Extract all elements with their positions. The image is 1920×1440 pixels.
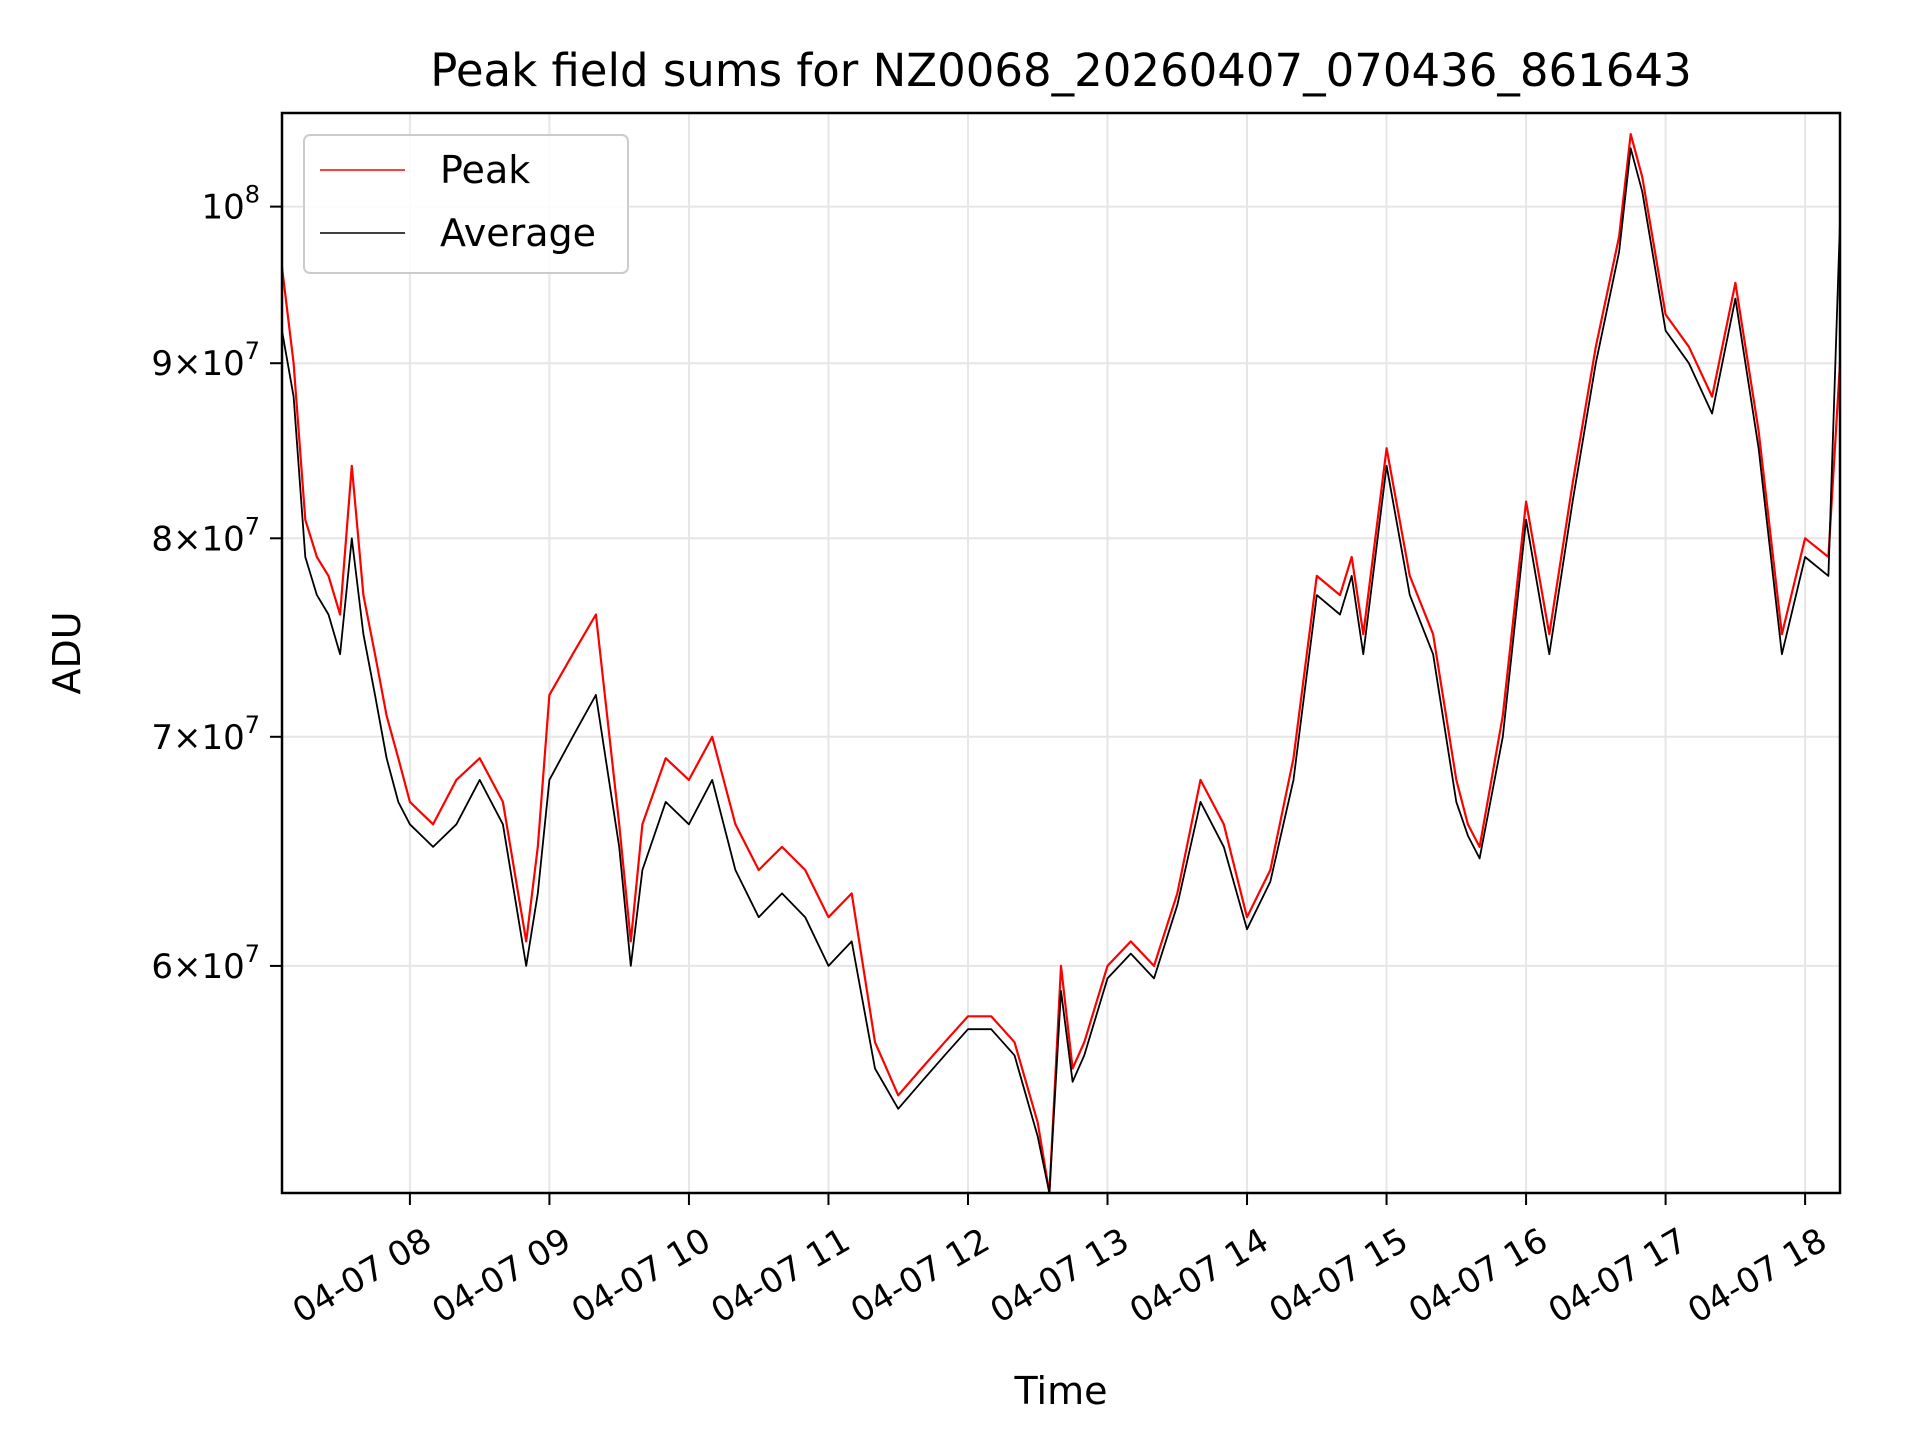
plot-series	[280, 133, 1842, 1195]
series-line-peak	[280, 133, 1842, 1195]
series-line-average	[281, 147, 1841, 1194]
y-axis-label: ADU	[45, 611, 89, 694]
legend: Peak Average	[303, 134, 629, 274]
y-axis: 6×107 7×107 8×107 9×107 108	[151, 181, 282, 987]
x-axis-label: Time	[1014, 1369, 1108, 1413]
legend-label-peak: Peak	[440, 148, 530, 192]
legend-label-average: Average	[440, 211, 596, 255]
y-tick-label: 7×107	[151, 711, 260, 758]
y-tick-label: 6×107	[151, 940, 260, 987]
chart-title: Peak field sums for NZ0068_20260407_0704…	[430, 44, 1691, 97]
y-tick-label: 108	[201, 181, 260, 228]
grid	[282, 113, 1840, 1193]
y-tick-label: 8×107	[151, 512, 260, 559]
plot-frame	[280, 111, 1842, 1195]
y-tick-label: 9×107	[151, 337, 260, 384]
